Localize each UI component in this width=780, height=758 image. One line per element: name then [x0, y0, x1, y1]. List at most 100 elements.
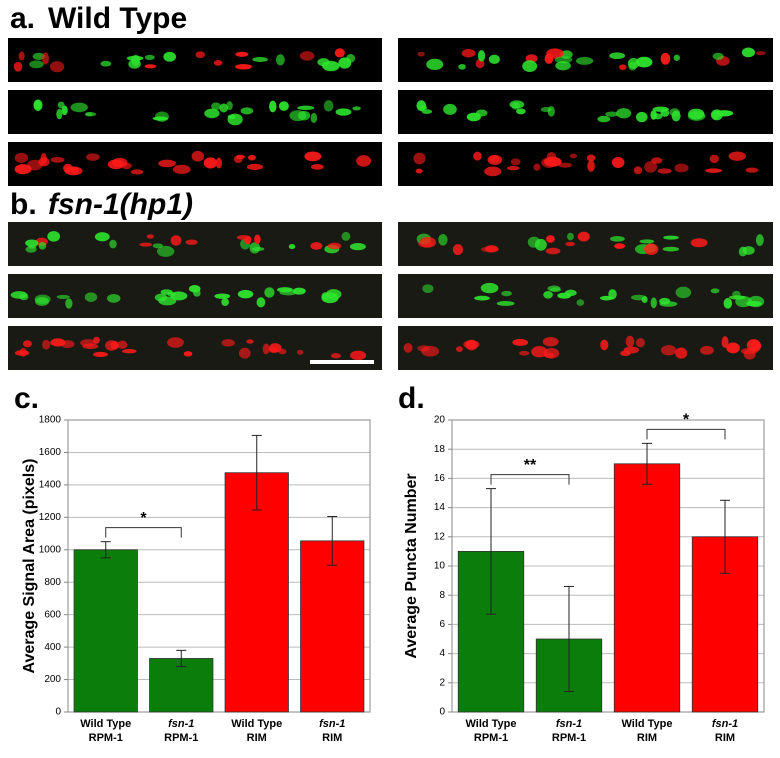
- puncta: [298, 110, 311, 121]
- puncta: [506, 166, 520, 171]
- y-tick-label: 4: [439, 648, 445, 659]
- puncta: [403, 342, 413, 353]
- puncta: [533, 163, 541, 171]
- puncta: [14, 152, 29, 163]
- puncta: [126, 55, 144, 61]
- puncta: [13, 61, 23, 72]
- puncta: [738, 246, 748, 257]
- puncta: [160, 289, 173, 295]
- puncta: [323, 100, 334, 112]
- puncta: [452, 244, 464, 256]
- puncta: [42, 339, 51, 350]
- puncta: [675, 347, 688, 359]
- puncta: [750, 340, 762, 352]
- puncta: [235, 154, 246, 159]
- y-tick-label: 800: [44, 577, 61, 588]
- y-tick-label: 20: [434, 415, 446, 426]
- puncta: [673, 54, 680, 61]
- puncta: [93, 351, 109, 358]
- puncta: [117, 340, 128, 349]
- puncta: [107, 294, 121, 303]
- puncta: [65, 298, 73, 309]
- puncta: [663, 235, 679, 240]
- significance-bracket: [490, 474, 570, 485]
- puncta: [546, 48, 564, 59]
- puncta: [215, 157, 223, 169]
- puncta: [565, 241, 576, 247]
- bar: [149, 658, 214, 713]
- puncta: [690, 238, 708, 248]
- puncta: [614, 243, 626, 249]
- y-tick-label: 600: [44, 609, 61, 620]
- puncta: [262, 343, 270, 355]
- y-tick-label: 1600: [39, 447, 62, 458]
- puncta: [49, 61, 65, 73]
- puncta: [480, 282, 499, 294]
- puncta: [130, 169, 144, 175]
- puncta: [416, 100, 427, 112]
- puncta: [330, 353, 341, 359]
- puncta: [304, 151, 322, 162]
- puncta: [32, 52, 45, 61]
- puncta: [170, 235, 182, 246]
- puncta: [426, 58, 444, 71]
- scale-bar: [310, 360, 374, 364]
- micrograph: [8, 90, 382, 134]
- x-tick-label: fsn-1: [712, 718, 738, 730]
- puncta: [417, 51, 425, 57]
- puncta: [709, 154, 719, 164]
- puncta: [85, 112, 97, 117]
- puncta: [554, 56, 573, 64]
- puncta: [341, 231, 351, 241]
- puncta: [14, 350, 30, 356]
- puncta: [484, 166, 502, 177]
- puncta: [477, 50, 486, 62]
- puncta: [183, 351, 193, 357]
- y-tick-label: 18: [434, 444, 446, 455]
- puncta: [34, 294, 51, 304]
- puncta: [705, 168, 723, 173]
- puncta: [172, 164, 191, 174]
- puncta: [100, 60, 112, 67]
- micrograph: [398, 222, 773, 266]
- puncta: [246, 163, 263, 171]
- significance-label: *: [683, 412, 690, 429]
- plot-frame: [67, 419, 371, 713]
- puncta: [633, 166, 643, 175]
- puncta: [203, 157, 218, 169]
- puncta: [465, 339, 478, 351]
- puncta: [310, 242, 323, 250]
- puncta: [531, 346, 548, 358]
- puncta: [421, 109, 433, 114]
- y-tick-label: 16: [434, 473, 446, 484]
- puncta: [278, 101, 289, 111]
- puncta: [219, 103, 229, 113]
- panel-label: d.: [398, 382, 425, 415]
- puncta: [235, 64, 252, 70]
- x-tick-label: Wild Type: [465, 718, 516, 730]
- puncta: [669, 108, 680, 117]
- x-tick-label: RPM-1: [474, 732, 508, 744]
- puncta: [346, 54, 356, 63]
- y-tick-label: 10: [434, 561, 446, 572]
- puncta: [86, 153, 100, 161]
- puncta: [139, 242, 153, 247]
- puncta: [356, 155, 372, 167]
- puncta: [47, 231, 61, 242]
- puncta: [458, 63, 466, 70]
- puncta: [721, 336, 729, 348]
- significance-label: *: [140, 510, 147, 527]
- puncta: [576, 299, 585, 306]
- puncta: [555, 61, 571, 71]
- puncta: [296, 349, 304, 355]
- puncta: [195, 51, 205, 59]
- puncta: [170, 291, 188, 301]
- puncta: [18, 51, 25, 61]
- puncta: [144, 64, 157, 69]
- puncta: [70, 166, 79, 174]
- puncta: [152, 116, 169, 121]
- puncta: [522, 60, 538, 72]
- puncta: [543, 291, 553, 299]
- puncta: [597, 115, 611, 123]
